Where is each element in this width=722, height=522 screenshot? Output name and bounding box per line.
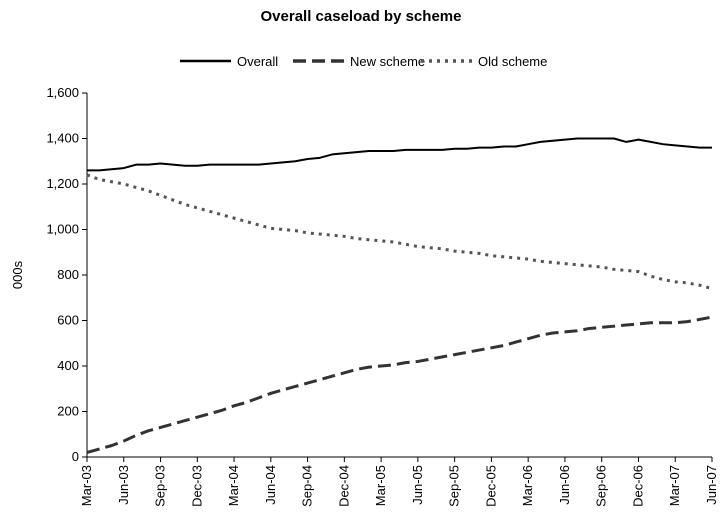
x-tick-label: Jun-05 <box>410 465 425 505</box>
x-tick-label: Dec-05 <box>483 465 498 507</box>
x-tick-label: Jun-07 <box>704 465 719 505</box>
y-tick-label: 1,000 <box>46 222 79 237</box>
y-tick-label: 1,200 <box>46 176 79 191</box>
x-tick-label: Sep-03 <box>153 465 168 507</box>
x-tick-label: Jun-03 <box>116 465 131 505</box>
y-tick-label: 200 <box>57 404 79 419</box>
x-tick-label: Jun-04 <box>263 465 278 505</box>
series-line-overall <box>87 137 712 172</box>
x-tick-label: Mar-04 <box>226 465 241 506</box>
series-layer <box>86 137 713 454</box>
y-axis: 0 200 400 600 800 1,000 1,200 1,400 1,600 000s <box>10 85 88 464</box>
legend-label-old-scheme: Old scheme <box>478 54 547 69</box>
legend: Overall New scheme Old scheme <box>180 54 547 69</box>
y-tick-label: 600 <box>57 313 79 328</box>
y-tick-label: 0 <box>72 449 79 464</box>
x-tick-label: Sep-06 <box>594 465 609 507</box>
x-tick-label: Mar-03 <box>79 465 94 506</box>
y-tick-label: 800 <box>57 267 79 282</box>
series-line-new-scheme <box>86 315 713 454</box>
y-tick-label: 1,600 <box>46 85 79 100</box>
legend-label-overall: Overall <box>237 54 278 69</box>
x-tick-label: Mar-05 <box>373 465 388 506</box>
x-tick-label: Mar-06 <box>520 465 535 506</box>
x-tick-label: Sep-04 <box>300 465 315 507</box>
y-tick-label: 1,400 <box>46 131 79 146</box>
x-tick-label: Sep-05 <box>447 465 462 507</box>
x-axis: Mar-03 Jun-03 Sep-03 Dec-03 Mar-04 Jun-04 Sep-… <box>79 456 719 507</box>
y-axis-label: 000s <box>10 260 25 289</box>
x-tick-label: Jun-06 <box>557 465 572 505</box>
x-tick-label: Dec-03 <box>189 465 204 507</box>
x-tick-label: Mar-07 <box>667 465 682 506</box>
chart-title: Overall caseload by scheme <box>260 8 462 25</box>
x-tick-label: Dec-06 <box>630 465 645 507</box>
x-tick-label: Dec-04 <box>336 465 351 507</box>
legend-label-new-scheme: New scheme <box>350 54 425 69</box>
series-line-old-scheme <box>86 173 713 291</box>
y-tick-label: 400 <box>57 358 79 373</box>
